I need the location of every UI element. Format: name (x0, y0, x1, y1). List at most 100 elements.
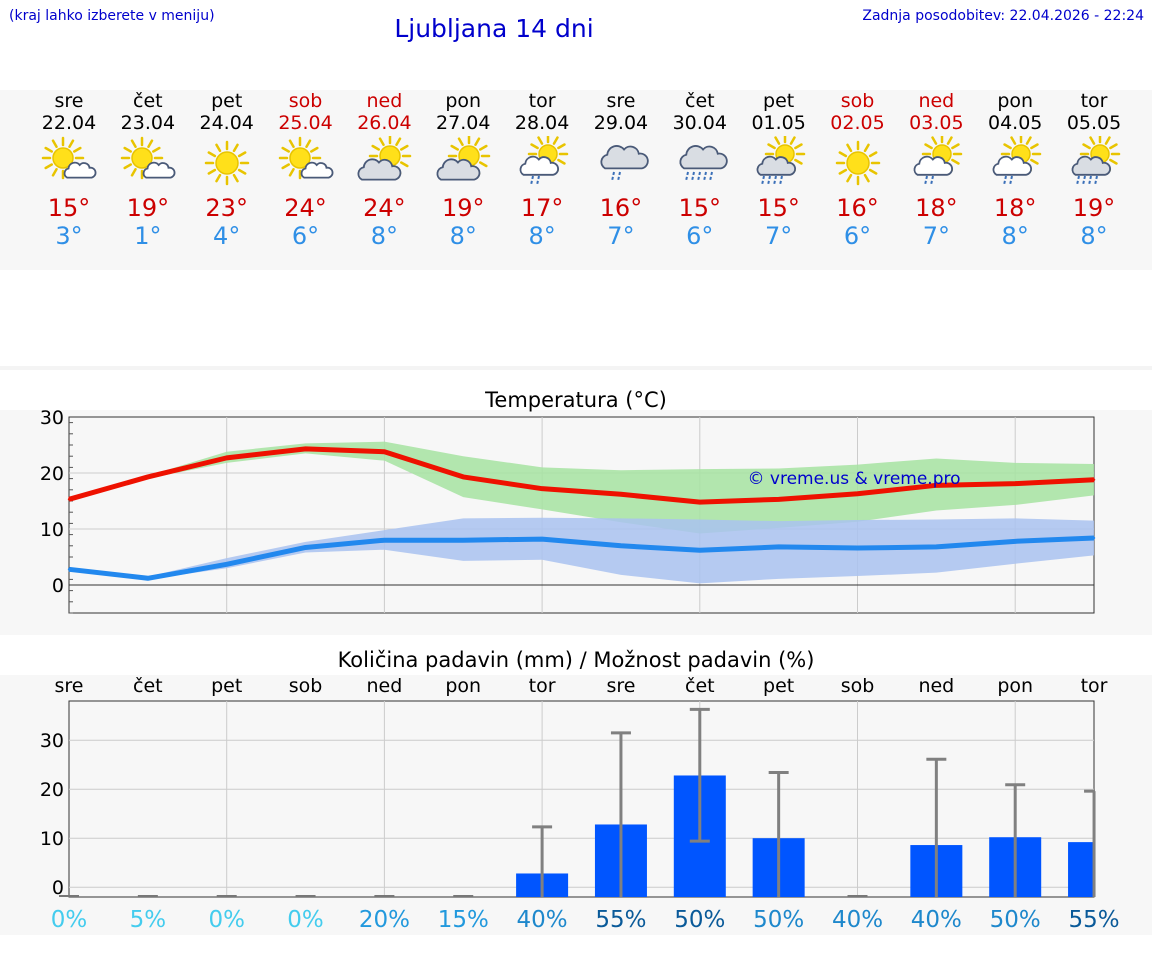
min-temperature: 4° (213, 222, 241, 250)
x-tick-label: ned (367, 675, 403, 697)
min-temperature-point (698, 549, 701, 552)
day-date: 27.04 (436, 112, 491, 134)
day-name: tor (1080, 90, 1108, 112)
day-column: sob 25.04 24° 6° (266, 90, 345, 270)
min-temperature: 7° (922, 222, 950, 250)
x-tick-label: pon (997, 675, 1033, 697)
max-temperature: 15° (47, 194, 91, 222)
day-column: pet 01.05 15° 7° (739, 90, 818, 270)
day-column: tor 28.04 17° 8° (503, 90, 582, 270)
max-temperature: 24° (363, 194, 406, 222)
precipitation-probability: 0% (208, 907, 245, 933)
min-temperature-point (462, 539, 465, 542)
day-column: ned 26.04 24° 8° (345, 90, 424, 270)
max-temperature-point (304, 447, 307, 451)
sun-cloud-icon (41, 136, 97, 180)
min-temperature-point (225, 563, 228, 566)
min-temperature-point (777, 545, 780, 549)
max-temperature: 18° (915, 194, 958, 222)
day-date: 23.04 (120, 112, 176, 134)
max-temperature: 19° (441, 194, 485, 222)
precipitation-probability: 5% (130, 907, 167, 933)
x-tick-label: tor (1081, 675, 1108, 697)
y-tick-label: 20 (40, 463, 64, 485)
day-name: sob (840, 90, 875, 112)
day-name: sre (606, 90, 636, 112)
precipitation-probability: 50% (990, 907, 1041, 933)
max-temperature: 24° (284, 194, 327, 222)
precipitation-bar (1068, 842, 1094, 897)
y-tick-label: 20 (40, 779, 64, 801)
max-temperature: 19° (126, 194, 170, 222)
day-name: čet (133, 90, 163, 112)
precipitation-probability: 40% (832, 907, 883, 933)
day-date: 24.04 (199, 112, 254, 134)
min-temperature: 8° (370, 222, 399, 250)
min-temperature-point (856, 546, 859, 550)
min-temperature: 6° (686, 222, 714, 250)
sun-cloud-rain-icon (519, 136, 569, 186)
day-date: 25.04 (278, 112, 333, 134)
min-temperature: 6° (291, 222, 320, 250)
day-column: sre 22.04 15° 3° (30, 90, 109, 270)
temperature-chart-title: Temperatura (°C) (485, 388, 667, 412)
x-tick-label: tor (529, 675, 556, 697)
day-column: sre 29.04 16° 7° (581, 90, 660, 270)
min-temperature-line (68, 535, 1095, 581)
x-tick-label: pet (763, 675, 794, 697)
x-tick-label: ned (918, 675, 954, 697)
min-temperature-point (383, 539, 386, 542)
day-date: 29.04 (593, 112, 649, 134)
day-date: 05.05 (1066, 112, 1122, 134)
min-temperature: 8° (449, 222, 477, 250)
x-tick-label: sre (55, 675, 84, 697)
max-temperature-point (383, 450, 386, 453)
min-range-band (69, 517, 1095, 584)
x-tick-label: čet (685, 675, 715, 697)
max-temperature-point (67, 498, 71, 501)
max-temperature-point (856, 492, 859, 495)
max-temperature: 17° (520, 194, 564, 222)
day-column: ned 03.05 18° 7° (897, 90, 976, 270)
min-temperature-point (67, 568, 71, 571)
min-temperature: 7° (607, 222, 635, 250)
max-temperature-line (68, 446, 1095, 505)
y-tick-label: 30 (40, 407, 64, 429)
x-tick-label: pet (211, 675, 242, 697)
y-tick-label: 10 (40, 828, 64, 850)
max-temperature-point (540, 487, 544, 490)
max-temperature: 15° (678, 194, 722, 222)
region-note[interactable]: (kraj lahko izberete v meniju) (9, 8, 215, 24)
min-temperature-point (935, 545, 938, 549)
sun-icon (204, 140, 249, 186)
day-column: pon 27.04 19° 8° (424, 90, 503, 270)
day-column: pet 24.04 23° 4° (187, 90, 266, 270)
y-tick-label: 10 (40, 519, 64, 541)
precipitation-probability: 55% (595, 907, 646, 933)
x-tick-label: pon (445, 675, 481, 697)
max-temperature-point (225, 456, 228, 460)
last-update: Zadnja posodobitev: 22.04.2026 - 22:24 (862, 8, 1144, 24)
max-temperature: 23° (205, 194, 248, 222)
sun-cloud-icon (278, 136, 333, 180)
min-temperature-point (1092, 536, 1096, 540)
day-name: čet (685, 90, 715, 112)
day-name: tor (528, 90, 556, 112)
day-name: pet (763, 90, 795, 112)
daily-forecast-strip: sre 22.04 15° 3° čet 23.04 19° 1° pet 24.04 23° 4° s… (0, 90, 1152, 270)
min-temperature-point (1014, 540, 1017, 543)
min-temperature-point (304, 546, 307, 549)
cloud-rain-icon (600, 145, 649, 182)
y-tick-label: 30 (40, 730, 64, 752)
day-name: sre (54, 90, 84, 112)
min-temperature-point (146, 577, 150, 580)
day-column: sob 02.05 16° 6° (818, 90, 897, 270)
day-name: sob (288, 90, 323, 112)
day-date: 04.05 (987, 112, 1043, 134)
precipitation-probability: 55% (1068, 907, 1119, 933)
day-date: 30.04 (672, 112, 727, 134)
precipitation-chart: 0 10 20 30 sre čet pet sob ned pon tor sre čet pet sob… (40, 675, 1120, 933)
day-name: ned (366, 90, 403, 112)
day-name: pon (997, 90, 1034, 112)
day-column: čet 23.04 19° 1° (108, 90, 187, 270)
